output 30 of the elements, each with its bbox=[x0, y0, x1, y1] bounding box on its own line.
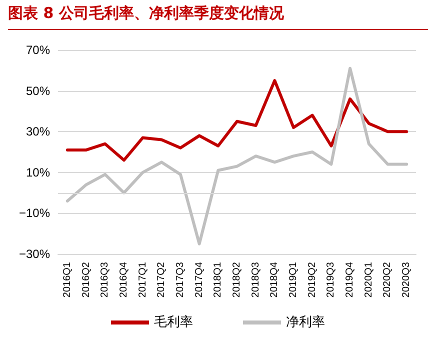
x-tick-label: 2019Q1 bbox=[288, 262, 300, 298]
x-tick-label: 2016Q1 bbox=[62, 262, 73, 298]
y-tick-label: 50% bbox=[26, 84, 50, 98]
line-series bbox=[66, 66, 408, 246]
x-tick-label: 2017Q3 bbox=[174, 262, 186, 298]
x-tick-label: 2020Q3 bbox=[401, 262, 412, 298]
x-tick-label: 2020Q1 bbox=[363, 262, 374, 298]
x-tick-label: 2016Q4 bbox=[118, 262, 130, 298]
x-tick-label: 2018Q4 bbox=[269, 262, 280, 298]
legend-label: 毛利率 bbox=[154, 314, 193, 330]
x-tick-label: 2019Q3 bbox=[326, 262, 337, 298]
x-tick-label: 2019Q2 bbox=[306, 262, 318, 298]
x-tick-label: 2016Q3 bbox=[100, 262, 111, 298]
line-series bbox=[66, 79, 408, 162]
x-tick-label: 2017Q1 bbox=[137, 262, 148, 298]
x-tick-label: 2018Q2 bbox=[232, 262, 242, 298]
y-tick-label: −10% bbox=[18, 206, 50, 220]
chart-title: 图表 8 公司毛利率、净利率季度变化情况 bbox=[8, 4, 284, 23]
y-tick-label: 30% bbox=[26, 124, 50, 139]
x-tick-label: 2018Q1 bbox=[212, 262, 224, 298]
y-tick-label: 70% bbox=[26, 43, 50, 57]
x-tick-label: 2017Q4 bbox=[194, 262, 205, 298]
x-tick-label: 2019Q4 bbox=[344, 262, 356, 298]
x-tick-label: 2018Q3 bbox=[250, 262, 262, 298]
y-tick-label: −30% bbox=[18, 247, 50, 261]
legend-label: 净利率 bbox=[286, 314, 325, 330]
x-tick-label: 2016Q2 bbox=[80, 262, 92, 298]
x-tick-label: 2017Q2 bbox=[156, 262, 168, 298]
x-tick-label: 2020Q2 bbox=[382, 262, 394, 298]
y-tick-label: 10% bbox=[26, 165, 50, 180]
